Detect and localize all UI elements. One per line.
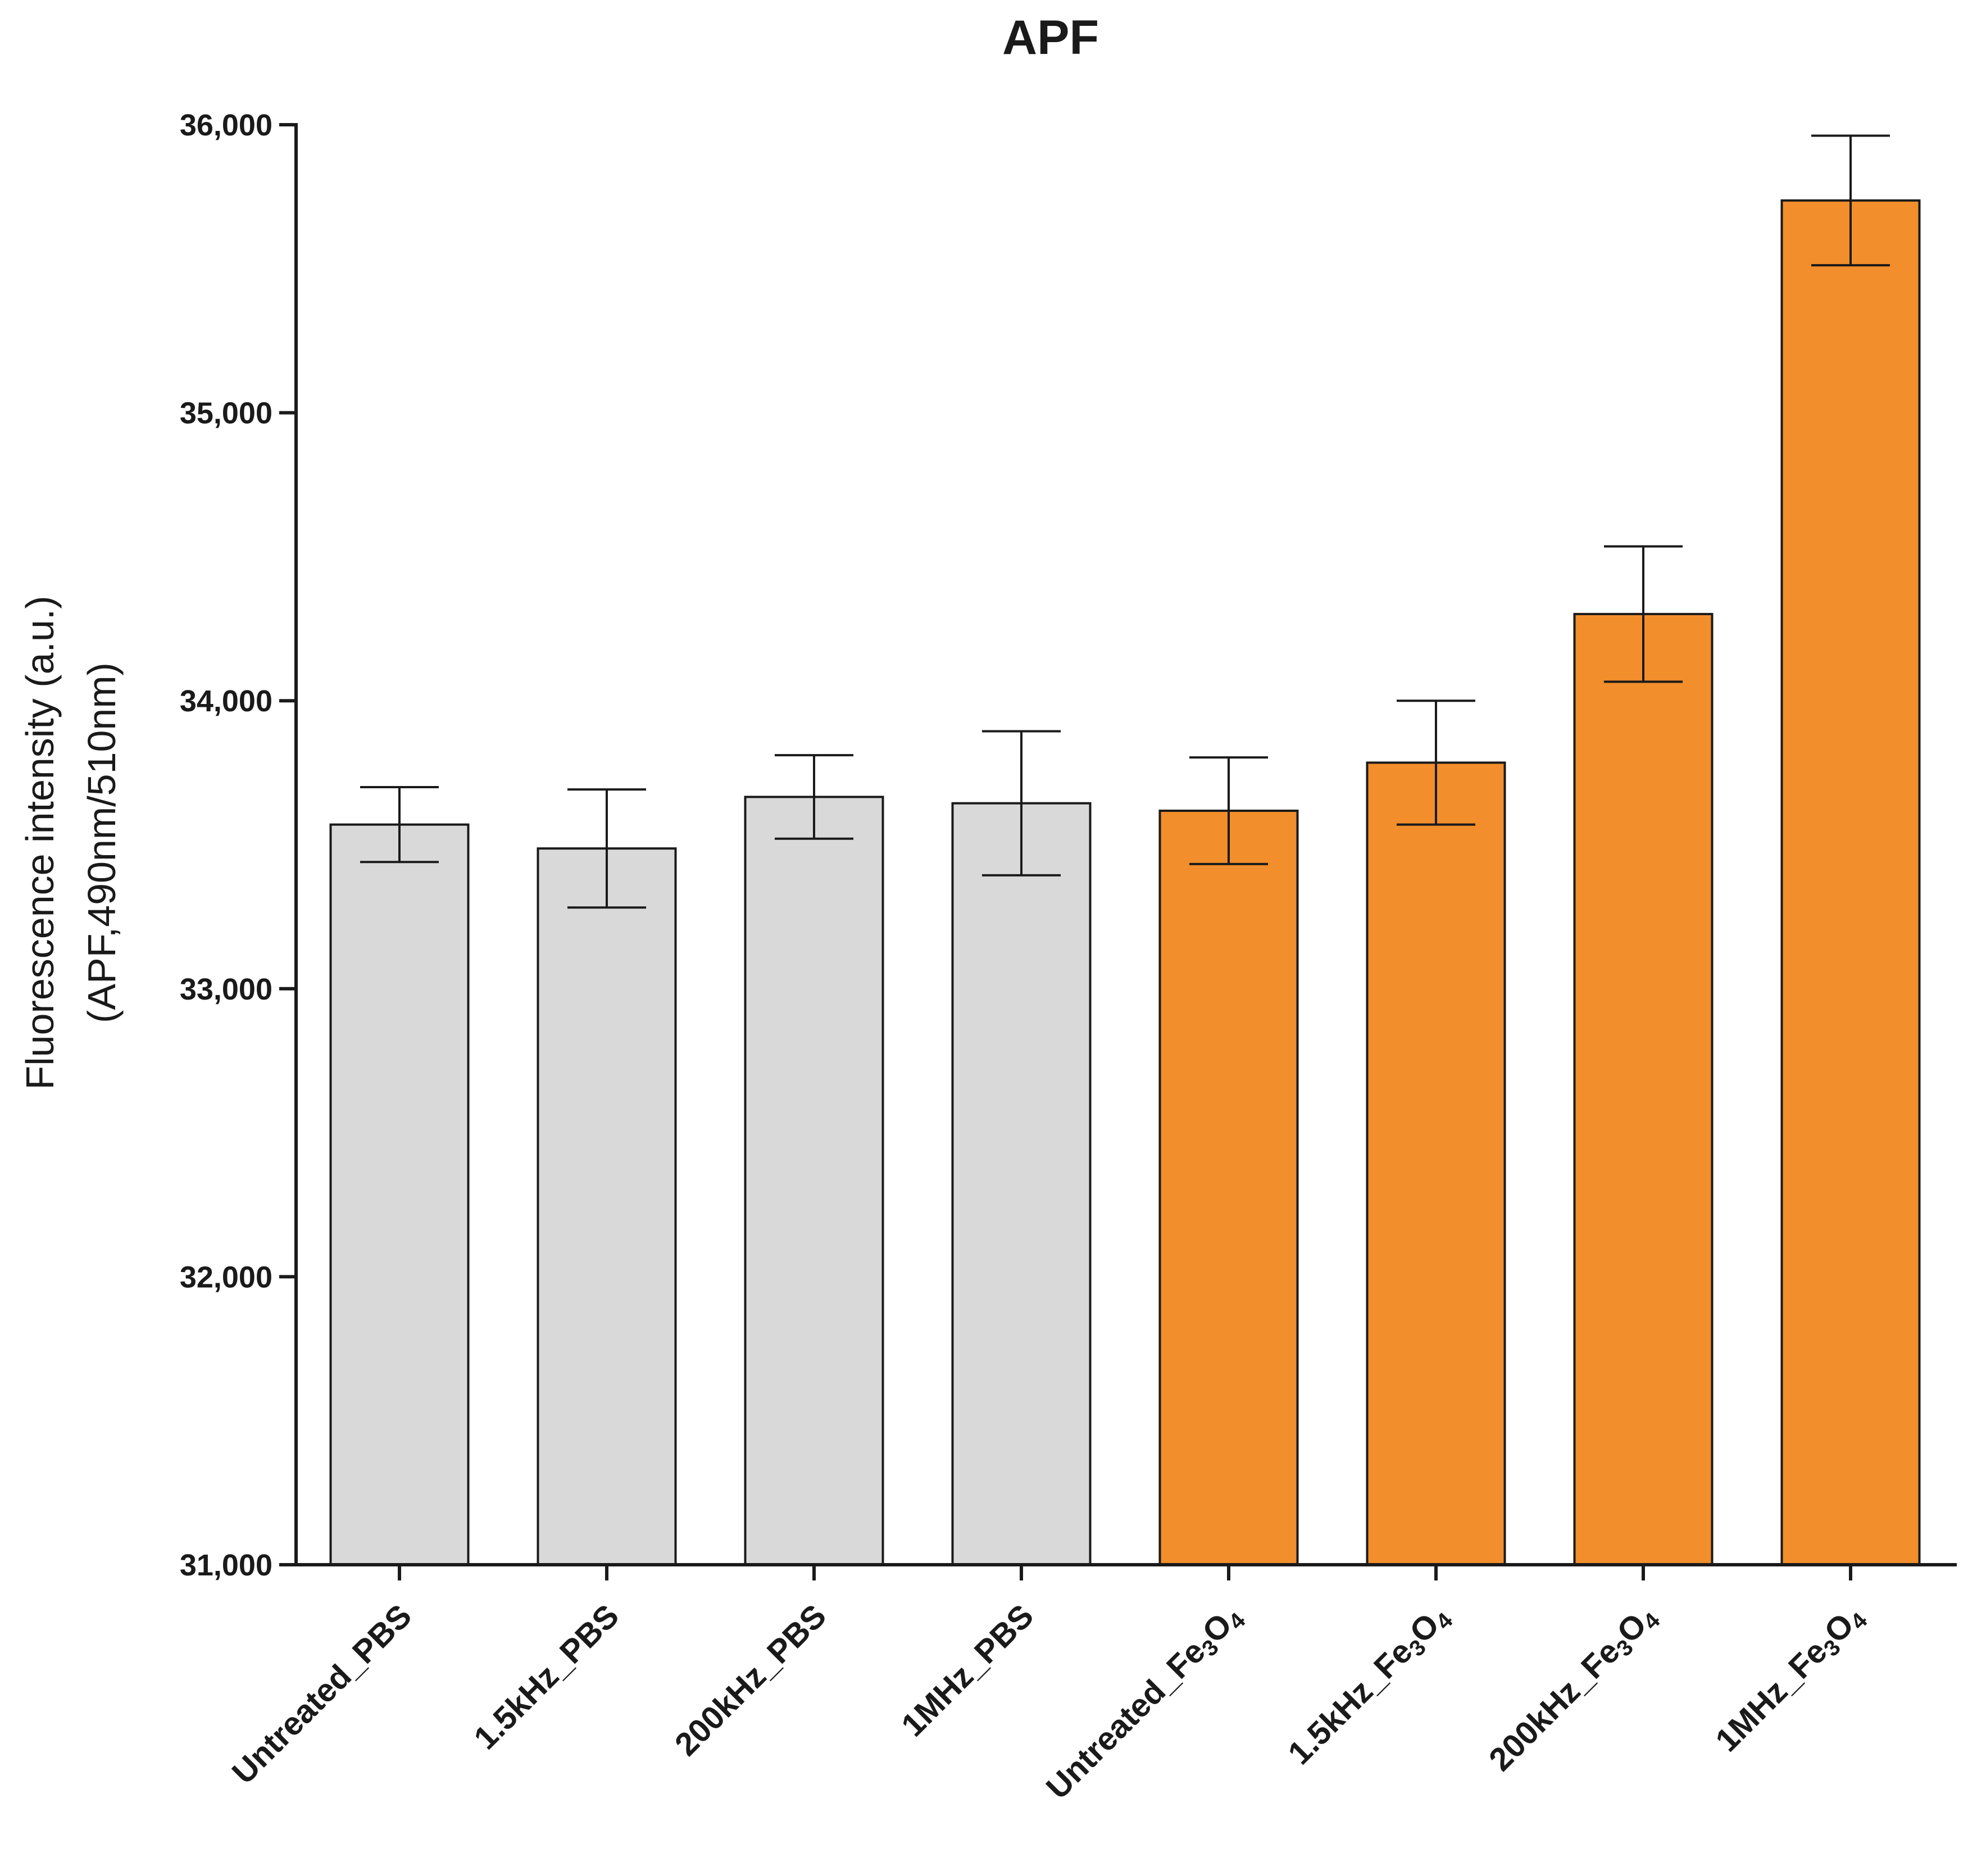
x-tick-label: Untreated_Fe3O4 bbox=[1039, 1597, 1251, 1809]
y-axis-title-line2: (APF,490nm/510nm) bbox=[80, 662, 124, 1023]
y-tick-label: 33,000 bbox=[180, 973, 272, 1006]
x-tick-label: 1MHz_Fe3O4 bbox=[1708, 1597, 1873, 1761]
x-tick-label: 1MHz_PBS bbox=[894, 1597, 1040, 1743]
bar bbox=[1780, 199, 1921, 1566]
bar bbox=[744, 796, 884, 1566]
x-tick-label: Untreated_PBS bbox=[225, 1597, 419, 1791]
bar bbox=[1366, 761, 1506, 1566]
y-tick-label: 32,000 bbox=[180, 1260, 272, 1294]
y-axis-title-line1: Fluorescence intensity (a.u.) bbox=[18, 596, 62, 1089]
x-tick-label: 200kHz_Fe3O4 bbox=[1482, 1597, 1665, 1780]
x-tick-label: 200kHz_PBS bbox=[668, 1597, 833, 1763]
y-tick-label: 35,000 bbox=[180, 397, 272, 430]
y-tick-label: 34,000 bbox=[180, 684, 272, 718]
y-tick-label: 31,000 bbox=[180, 1548, 272, 1582]
bar bbox=[1573, 612, 1714, 1566]
bar bbox=[1158, 810, 1299, 1566]
chart-title: APF bbox=[1002, 11, 1099, 65]
bar bbox=[951, 802, 1092, 1566]
bar bbox=[329, 823, 470, 1566]
x-tick-label: 1.5kHz_PBS bbox=[467, 1597, 626, 1756]
bar bbox=[537, 847, 677, 1566]
x-tick-label: 1.5kHz_Fe3O4 bbox=[1281, 1597, 1458, 1774]
y-tick-label: 36,000 bbox=[180, 108, 272, 142]
